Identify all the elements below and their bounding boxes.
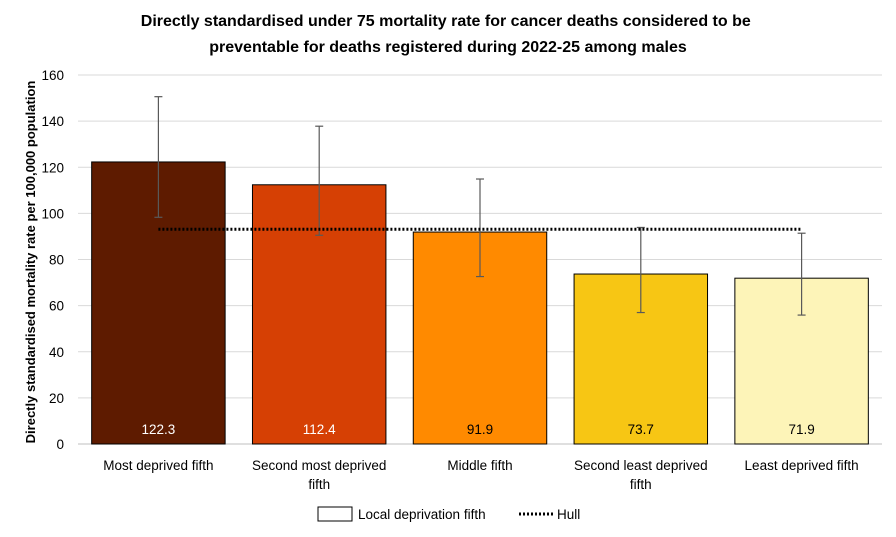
y-tick-label: 0 bbox=[56, 437, 64, 452]
chart-title-line-1: Directly standardised under 75 mortality… bbox=[141, 13, 751, 30]
legend-swatch-series bbox=[317, 506, 353, 522]
x-tick-label-line: Second most deprived bbox=[252, 458, 386, 473]
y-tick-label: 60 bbox=[49, 299, 64, 314]
y-tick-label: 80 bbox=[49, 253, 64, 268]
x-tick-label: Most deprived fifth bbox=[103, 458, 213, 473]
x-tick-label: Middle fifth bbox=[447, 458, 512, 473]
chart-title: Directly standardised under 75 mortality… bbox=[141, 13, 755, 56]
x-tick-label-line: fifth bbox=[630, 477, 652, 492]
chart-title-line-2: preventable for deaths registered during… bbox=[209, 39, 687, 56]
y-axis-ticks: 0 20 40 60 80 100 120 140 160 bbox=[41, 68, 64, 452]
y-tick-label: 120 bbox=[41, 160, 64, 175]
x-tick-label-line: Second least deprived bbox=[574, 458, 708, 473]
y-tick-label: 100 bbox=[41, 206, 64, 221]
y-tick-label: 20 bbox=[49, 391, 64, 406]
data-label: 73.7 bbox=[628, 422, 654, 437]
y-tick-label: 160 bbox=[41, 68, 64, 83]
y-tick-label: 140 bbox=[41, 114, 64, 129]
x-axis-labels: Most deprived fifth Second most deprived f… bbox=[103, 458, 858, 492]
data-label: 71.9 bbox=[788, 422, 814, 437]
x-tick-label-line: Most deprived fifth bbox=[103, 458, 213, 473]
legend-label-series: Local deprivation fifth bbox=[358, 507, 486, 522]
x-tick-label: Second most deprived fifth bbox=[252, 458, 386, 492]
x-tick-label-line: Middle fifth bbox=[447, 458, 512, 473]
legend-label-reference: Hull bbox=[557, 507, 580, 522]
y-tick-label: 40 bbox=[49, 345, 64, 360]
legend: Local deprivation fifth Hull bbox=[317, 506, 580, 522]
data-labels: 122.3 112.4 91.9 73.7 71.9 bbox=[142, 422, 815, 437]
x-tick-label-line: fifth bbox=[308, 477, 330, 492]
data-label: 122.3 bbox=[142, 422, 176, 437]
y-axis-label: Directly standardised mortality rate per… bbox=[23, 81, 38, 444]
x-tick-label: Least deprived fifth bbox=[745, 458, 859, 473]
x-tick-label: Second least deprived fifth bbox=[574, 458, 708, 492]
data-label: 112.4 bbox=[303, 422, 336, 437]
data-label: 91.9 bbox=[467, 422, 493, 437]
x-tick-label-line: Least deprived fifth bbox=[745, 458, 859, 473]
